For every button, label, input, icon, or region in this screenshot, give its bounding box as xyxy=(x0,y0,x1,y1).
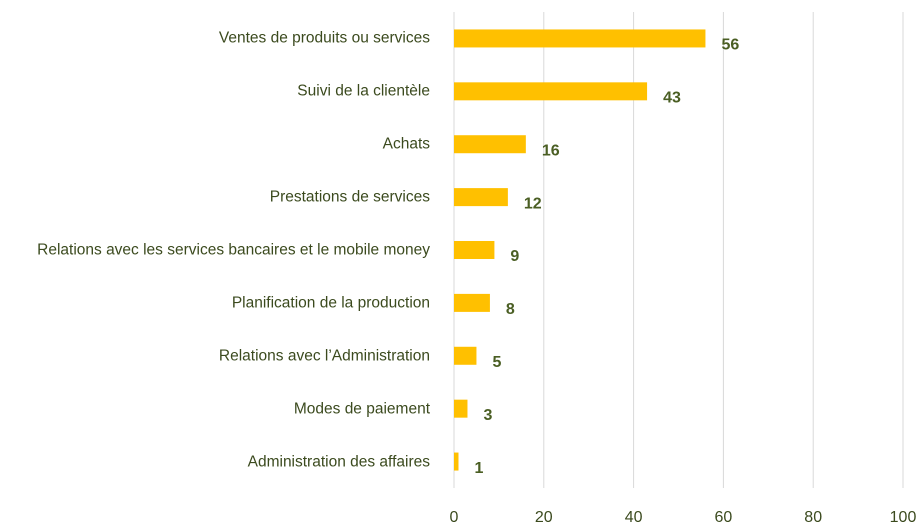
bar xyxy=(454,29,706,48)
bar xyxy=(454,188,508,207)
bar xyxy=(454,293,490,312)
data-label: 16 xyxy=(542,142,560,159)
data-label: 43 xyxy=(663,90,681,107)
y-tick-label: Modes de paiement xyxy=(293,400,430,418)
y-tick-label: Ventes de produits ou services xyxy=(218,29,430,47)
data-label: 56 xyxy=(721,37,739,54)
x-tick-label: 40 xyxy=(625,509,643,526)
y-tick-label: Achats xyxy=(382,135,430,153)
y-tick-label: Administration des affaires xyxy=(247,453,430,471)
y-tick-label: Planification de la production xyxy=(231,294,430,312)
bar xyxy=(454,241,495,259)
data-label: 9 xyxy=(510,248,519,265)
x-tick-label: 0 xyxy=(450,509,459,526)
data-label: 1 xyxy=(474,460,483,477)
data-label: 5 xyxy=(492,354,501,371)
bar xyxy=(454,399,468,418)
y-tick-label: Relations avec l’Administration xyxy=(218,347,430,365)
x-tick-label: 60 xyxy=(715,509,733,526)
x-tick-label: 100 xyxy=(890,509,917,526)
y-tick-label: Prestations de services xyxy=(269,188,430,206)
y-tick-label: Relations avec les services bancaires et… xyxy=(37,241,430,259)
bar xyxy=(454,82,648,101)
y-tick-label: Suivi de la clientèle xyxy=(297,82,430,100)
data-label: 12 xyxy=(524,195,542,212)
bar xyxy=(454,135,526,154)
data-label: 3 xyxy=(483,407,492,424)
bar xyxy=(454,346,477,365)
data-label: 8 xyxy=(506,301,515,318)
x-tick-label: 20 xyxy=(535,509,553,526)
x-tick-label: 80 xyxy=(804,509,822,526)
bar xyxy=(454,452,459,471)
